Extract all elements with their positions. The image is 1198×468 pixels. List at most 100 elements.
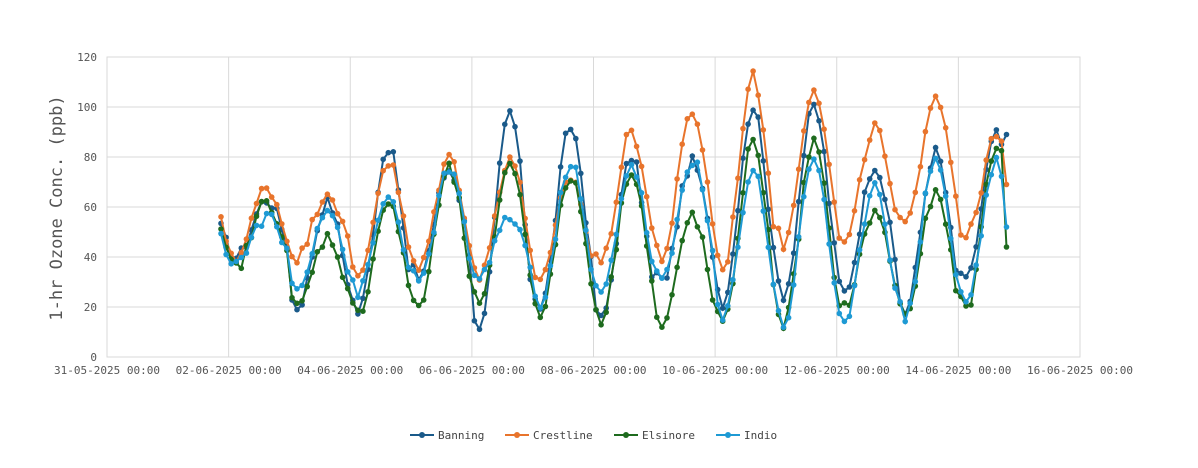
x-tick-label: 06-06-2025 00:00 xyxy=(419,364,525,377)
data-point xyxy=(446,160,452,167)
data-point xyxy=(821,148,827,155)
data-point xyxy=(324,207,331,214)
data-point xyxy=(806,154,812,160)
data-point xyxy=(816,149,822,155)
data-point xyxy=(755,114,761,120)
data-point xyxy=(785,314,792,321)
data-point xyxy=(527,264,533,271)
data-point xyxy=(795,166,802,172)
data-point xyxy=(831,199,837,205)
data-point xyxy=(877,191,883,198)
data-point xyxy=(350,300,356,306)
data-point xyxy=(932,187,939,193)
legend-marker xyxy=(623,432,629,438)
data-point xyxy=(973,209,979,216)
data-point xyxy=(415,267,422,274)
data-point xyxy=(491,238,498,244)
data-point xyxy=(882,221,888,227)
data-point xyxy=(861,156,868,163)
data-point xyxy=(816,167,822,174)
data-point xyxy=(1003,244,1010,250)
data-point xyxy=(755,152,761,159)
data-point xyxy=(664,275,670,281)
data-point xyxy=(942,221,949,227)
data-point xyxy=(466,255,473,262)
data-point xyxy=(329,212,336,219)
data-point xyxy=(623,173,630,179)
data-point xyxy=(334,254,341,260)
data-point xyxy=(355,294,361,301)
data-point xyxy=(350,264,356,270)
data-point xyxy=(654,268,660,274)
data-point xyxy=(937,158,944,165)
data-point xyxy=(912,278,919,285)
data-point xyxy=(907,300,913,307)
data-point xyxy=(339,274,346,281)
data-point xyxy=(902,318,908,325)
data-point xyxy=(998,147,1005,154)
data-point xyxy=(937,167,944,173)
data-point xyxy=(339,218,346,225)
data-point xyxy=(877,174,883,181)
data-point xyxy=(1003,224,1010,230)
data-point xyxy=(750,167,756,174)
data-point xyxy=(385,201,392,207)
data-point xyxy=(491,213,498,219)
data-point xyxy=(380,156,387,163)
data-point xyxy=(993,145,1000,152)
data-point xyxy=(598,289,604,295)
data-point xyxy=(360,278,366,284)
data-point xyxy=(730,214,736,220)
data-point xyxy=(253,200,260,207)
data-point xyxy=(856,231,863,237)
data-point xyxy=(583,227,589,233)
data-point xyxy=(532,300,538,307)
data-point xyxy=(623,131,630,138)
x-tick-label: 08-06-2025 00:00 xyxy=(541,364,647,377)
data-point xyxy=(750,136,756,143)
data-point xyxy=(882,153,888,159)
data-point xyxy=(725,303,731,309)
data-point xyxy=(294,286,300,292)
data-point xyxy=(319,214,326,221)
data-point xyxy=(709,247,716,254)
x-tick-label: 04-06-2025 00:00 xyxy=(297,364,403,377)
data-point xyxy=(319,244,326,250)
data-point xyxy=(993,133,1000,140)
data-point xyxy=(654,242,660,249)
data-point xyxy=(309,269,316,276)
data-point xyxy=(872,207,878,214)
data-point xyxy=(557,189,564,196)
legend: Banning Crestline Elsinore Indio xyxy=(410,429,777,442)
legend-label: Banning xyxy=(438,429,484,442)
data-point xyxy=(811,156,817,162)
y-tick-label: 20 xyxy=(84,301,97,314)
data-point xyxy=(806,166,812,172)
data-point xyxy=(420,270,427,276)
data-point xyxy=(405,264,412,271)
data-point xyxy=(927,203,934,210)
data-point xyxy=(866,137,873,143)
data-point xyxy=(238,254,245,261)
data-point xyxy=(410,258,417,264)
data-point xyxy=(684,116,691,122)
data-point xyxy=(395,189,402,196)
data-point xyxy=(426,251,432,257)
data-point xyxy=(385,149,392,156)
data-point xyxy=(375,217,381,224)
data-point xyxy=(821,180,827,186)
data-point xyxy=(917,163,924,170)
data-point xyxy=(988,171,995,178)
data-point xyxy=(856,177,863,183)
data-point xyxy=(355,307,361,314)
data-point xyxy=(922,128,929,135)
data-point xyxy=(350,277,356,283)
data-point xyxy=(993,154,1000,161)
data-point xyxy=(299,302,305,308)
data-point xyxy=(309,250,316,257)
data-point xyxy=(233,258,239,265)
data-point xyxy=(608,230,614,237)
data-point xyxy=(719,305,726,312)
data-point xyxy=(294,300,300,307)
data-point xyxy=(988,158,995,164)
